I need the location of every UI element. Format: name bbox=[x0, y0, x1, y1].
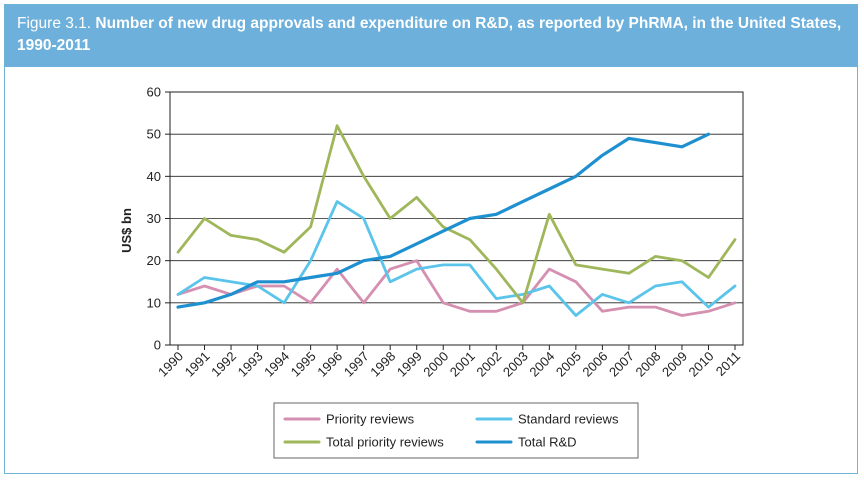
y-tick-label: 50 bbox=[147, 127, 161, 142]
x-tick-label: 2004 bbox=[526, 349, 557, 380]
legend-label-1: Standard reviews bbox=[518, 412, 619, 427]
x-tick-label: 2007 bbox=[606, 349, 637, 380]
y-tick-label: 0 bbox=[154, 338, 161, 353]
legend-label-0: Priority reviews bbox=[326, 412, 415, 427]
legend-label-2: Total priority reviews bbox=[326, 435, 444, 450]
legend-box bbox=[273, 402, 639, 459]
series-line-1 bbox=[176, 200, 737, 317]
series-line-2 bbox=[176, 124, 737, 305]
figure-label: Figure 3.1. bbox=[17, 15, 92, 32]
x-tick-label: 2011 bbox=[713, 349, 743, 379]
x-tick-label: 1999 bbox=[394, 349, 425, 380]
legend-label-3: Total R&D bbox=[518, 435, 577, 450]
y-tick-label: 60 bbox=[147, 85, 161, 100]
x-tick-label: 2006 bbox=[579, 349, 610, 380]
x-tick-label: 2002 bbox=[473, 349, 504, 380]
x-tick-label: 1993 bbox=[235, 349, 266, 380]
x-tick-label: 1992 bbox=[208, 349, 239, 380]
y-tick-label: 40 bbox=[147, 169, 161, 184]
x-tick-label: 2005 bbox=[553, 349, 584, 380]
y-axis-title: US$ bn bbox=[119, 208, 134, 253]
x-tick-label: 2008 bbox=[632, 349, 663, 380]
figure-frame: Figure 3.1. Number of new drug approvals… bbox=[4, 4, 858, 474]
figure-title: Number of new drug approvals and expendi… bbox=[17, 15, 842, 54]
series-line-0 bbox=[176, 259, 737, 317]
y-tick-label: 20 bbox=[147, 253, 161, 268]
y-tick-label: 10 bbox=[147, 295, 161, 310]
x-tick-label: 2001 bbox=[447, 349, 478, 380]
y-tick-label: 30 bbox=[147, 211, 161, 226]
x-tick-label: 1991 bbox=[182, 349, 213, 380]
x-tick-label: 1997 bbox=[341, 349, 372, 380]
x-tick-label: 2009 bbox=[659, 349, 690, 380]
x-tick-label: 1990 bbox=[155, 349, 186, 380]
figure-header: Figure 3.1. Number of new drug approvals… bbox=[5, 5, 857, 67]
x-tick-label: 1994 bbox=[261, 349, 292, 380]
x-tick-label: 2000 bbox=[420, 349, 451, 380]
x-tick-label: 1995 bbox=[288, 349, 319, 380]
x-tick-label: 2010 bbox=[686, 349, 717, 380]
x-tick-label: 2003 bbox=[500, 349, 531, 380]
x-tick-label: 1998 bbox=[367, 349, 398, 380]
x-tick-label: 1996 bbox=[314, 349, 345, 380]
series-line-3 bbox=[176, 132, 711, 309]
